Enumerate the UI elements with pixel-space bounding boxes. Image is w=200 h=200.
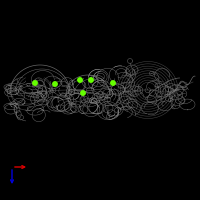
Point: [111, 81, 115, 85]
Point: [78, 78, 82, 82]
Point: [89, 78, 93, 82]
Point: [81, 91, 85, 95]
Point: [53, 82, 57, 86]
Point: [33, 81, 37, 85]
